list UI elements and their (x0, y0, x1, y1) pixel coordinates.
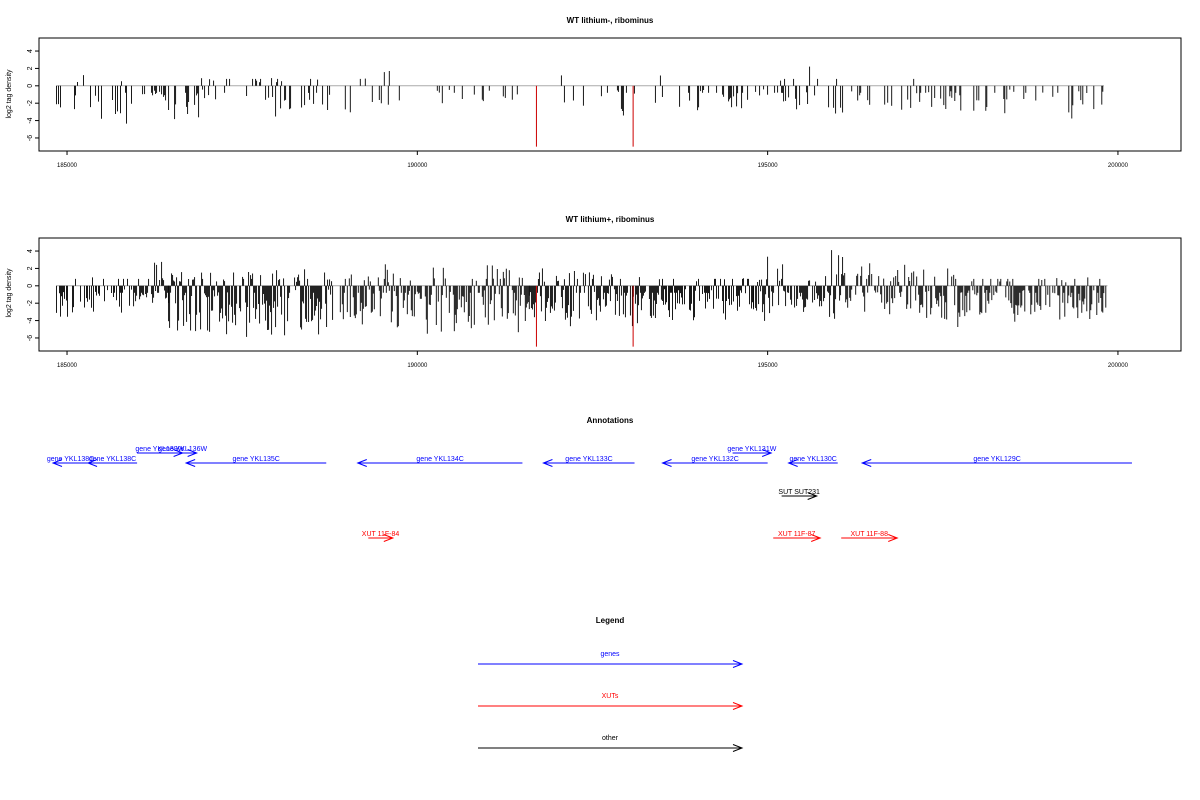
legend-entry: genes (478, 651, 744, 668)
annotation-feature: gene YKL135C (184, 456, 327, 467)
y-tick-label: 2 (27, 266, 34, 270)
plot-frame (38, 237, 1182, 352)
bar-series (56, 250, 1107, 337)
feature-label: gene YKL130C (789, 456, 836, 463)
feature-arrowhead (187, 449, 199, 457)
annotation-feature: gene YKL133C (542, 456, 635, 467)
annotation-feature: XUT 11F-88 (841, 531, 899, 542)
legend-label: genes (600, 651, 620, 658)
feature-label: gene YKL138C (47, 456, 94, 463)
highlight-marks (535, 285, 634, 347)
annotation-feature: SUT SUT231 (778, 489, 820, 500)
chart-panel-lithium-plus: WT lithium+, ribominus log2 tag density … (6, 215, 1182, 369)
legend-arrowhead (732, 702, 744, 710)
feature-label: gene YKL139W (135, 446, 184, 453)
feature-label: SUT SUT231 (778, 489, 820, 496)
legend-entries: genes XUTs other (478, 651, 744, 752)
feature-label: gene YKL136W (158, 446, 207, 453)
feature-arrowhead (888, 534, 899, 542)
x-tick-label: 200000 (1108, 363, 1129, 369)
feature-arrowhead (661, 459, 672, 467)
feature-arrowhead (807, 492, 819, 500)
annotation-feature: XUT 11F-84 (362, 531, 400, 542)
feature-arrowhead (86, 459, 98, 467)
x-tick-label: 195000 (758, 163, 779, 169)
y-tick-label: 4 (27, 49, 34, 53)
x-tick-label: 200000 (1108, 163, 1129, 169)
annotation-title: Annotations (587, 416, 634, 425)
x-tick-label: 195000 (758, 363, 779, 369)
legend-arrowhead (732, 660, 744, 668)
feature-arrowhead (184, 459, 196, 467)
annotation-feature: gene YKL134C (356, 456, 523, 467)
y-tick-label: -4 (27, 317, 34, 323)
annotation-feature: gene YKL131W (727, 446, 777, 457)
annotation-feature: gene YKL138C (47, 456, 94, 467)
y-tick-label: -2 (27, 100, 34, 106)
legend: Legend genes XUTs other (478, 616, 744, 752)
feature-label: gene YKL132C (691, 456, 738, 463)
legend-label: XUTs (602, 693, 619, 700)
y-tick-label: -4 (27, 117, 34, 123)
x-axis: 185000 190000 195000 200000 (57, 151, 1129, 169)
feature-label: XUT 11F-84 (362, 531, 400, 538)
legend-label: other (602, 735, 619, 742)
y-axis-label: log2 tag density (6, 69, 13, 119)
feature-label: gene YKL135C (233, 456, 280, 463)
y-tick-label: 0 (27, 84, 34, 88)
y-tick-label: -2 (27, 300, 34, 306)
annotation-feature: gene YKL130C (787, 456, 838, 467)
legend-entry: other (478, 735, 744, 752)
feature-label: gene YKL131W (727, 446, 776, 453)
feature-label: gene YKL138C (89, 456, 136, 463)
feature-arrowhead (860, 459, 872, 467)
y-tick-label: 4 (27, 249, 34, 253)
annotation-feature: gene YKL138C (86, 456, 138, 467)
feature-label: gene YKL133C (565, 456, 612, 463)
feature-arrowhead (51, 459, 63, 467)
x-tick-label: 190000 (407, 363, 428, 369)
highlight-marks (535, 85, 634, 147)
feature-arrowhead (761, 449, 773, 457)
feature-arrowhead (356, 459, 367, 467)
plot-frame (38, 37, 1182, 152)
feature-arrowhead (787, 459, 798, 467)
feature-arrowhead (811, 534, 822, 542)
y-tick-label: 2 (27, 66, 34, 70)
x-tick-label: 185000 (57, 163, 78, 169)
y-tick-label: -6 (27, 135, 34, 141)
y-tick-label: -6 (27, 335, 34, 341)
chart-panel-lithium-minus: WT lithium-, ribominus log2 tag density … (6, 16, 1182, 169)
chart-title: WT lithium+, ribominus (566, 215, 655, 224)
y-tick-label: 0 (27, 284, 34, 288)
y-axis: 4 2 0 -2 -4 -6 (27, 49, 39, 141)
feature-label: gene YKL129C (973, 456, 1020, 463)
legend-arrowhead (732, 744, 744, 752)
chart-title: WT lithium-, ribominus (567, 16, 654, 25)
annotation-feature: gene YKL129C (860, 456, 1132, 467)
annotation-feature: gene YKL136W (158, 446, 207, 457)
feature-label: XUT 11F-87 (778, 531, 816, 538)
y-axis: 4 2 0 -2 -4 -6 (27, 249, 39, 341)
x-tick-label: 185000 (57, 363, 78, 369)
feature-arrowhead (383, 534, 395, 542)
x-tick-label: 190000 (407, 163, 428, 169)
y-axis-label: log2 tag density (6, 268, 13, 318)
feature-arrowhead (542, 459, 553, 467)
annotation-feature: XUT 11F-87 (773, 531, 822, 542)
annotation-feature: gene YKL132C (661, 456, 768, 467)
legend-entry: XUTs (478, 693, 744, 710)
feature-label: gene YKL134C (416, 456, 463, 463)
legend-title: Legend (596, 616, 625, 625)
bar-series (56, 66, 1104, 124)
x-axis: 185000 190000 195000 200000 (57, 351, 1129, 369)
feature-label: XUT 11F-88 (850, 531, 888, 538)
